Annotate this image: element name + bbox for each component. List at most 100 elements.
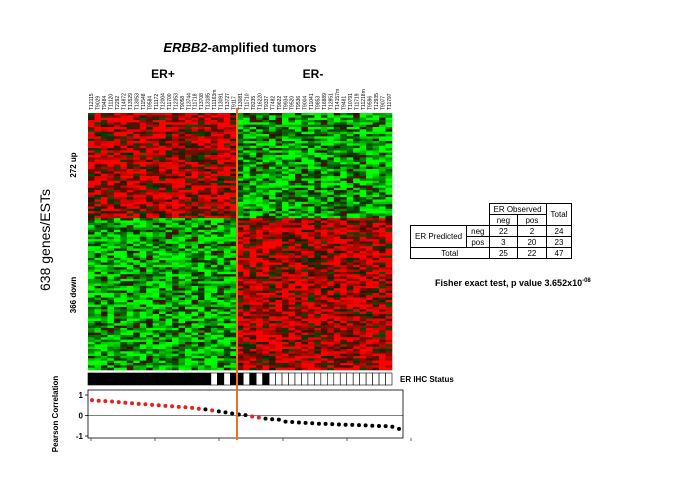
heatmap-cell: [372, 171, 380, 175]
heatmap-cell: [249, 325, 257, 329]
heatmap-cell: [366, 325, 373, 329]
heatmap-cell: [385, 358, 393, 361]
heatmap-cell: [88, 334, 95, 338]
heatmap-cell: [301, 295, 309, 298]
heatmap-cell: [256, 348, 263, 352]
heatmap-cell: [346, 208, 354, 212]
heatmap-cell: [262, 225, 270, 228]
heatmap-cell: [178, 220, 186, 224]
heatmap-cell: [165, 290, 173, 294]
heatmap-cell: [120, 281, 128, 284]
heatmap-cell: [152, 232, 160, 235]
heatmap-cell: [223, 131, 231, 135]
heatmap-cell: [126, 197, 134, 200]
heatmap-cell: [288, 271, 296, 275]
heatmap-cell: [288, 211, 296, 214]
heatmap-cell: [100, 285, 108, 289]
heatmap-cell: [249, 225, 257, 228]
heatmap-cell: [269, 295, 276, 298]
heatmap-cell: [146, 316, 153, 319]
heatmap-cell: [275, 150, 283, 154]
heatmap-cell: [327, 199, 335, 203]
heatmap-cell: [307, 185, 315, 189]
heatmap-cell: [314, 127, 322, 130]
heatmap-cell: [269, 262, 276, 266]
heatmap-cell: [191, 271, 199, 275]
heatmap-cell: [243, 143, 251, 147]
heatmap-cell: [113, 159, 121, 163]
heatmap-cell: [379, 253, 386, 256]
heatmap-cell: [197, 141, 205, 144]
heatmap-cell: [197, 327, 205, 331]
heatmap-cell: [159, 339, 166, 343]
heatmap-cell: [314, 192, 322, 196]
heatmap-cell: [223, 229, 231, 233]
heatmap-cell: [327, 232, 335, 235]
heatmap-cell: [197, 229, 205, 233]
heatmap-cell: [139, 178, 147, 182]
heatmap-cell: [152, 330, 160, 333]
heatmap-cell: [372, 332, 380, 336]
heatmap-cell: [340, 143, 348, 147]
heatmap-cell: [327, 299, 335, 303]
heatmap-cell: [256, 124, 263, 128]
heatmap-cell: [385, 199, 393, 203]
heatmap-cell: [314, 176, 322, 179]
heatmap-cell: [197, 171, 205, 175]
heatmap-cell: [223, 250, 231, 254]
heatmap-cell: [294, 260, 302, 263]
heatmap-cell: [314, 344, 322, 347]
heatmap-cell: [172, 129, 179, 132]
heatmap-cell: [269, 260, 276, 263]
heatmap-cell: [314, 241, 322, 245]
heatmap-cell: [385, 288, 393, 291]
heatmap-cell: [262, 248, 270, 252]
heatmap-cell: [288, 327, 296, 331]
heatmap-cell: [307, 138, 315, 142]
heatmap-cell: [210, 285, 218, 289]
heatmap-cell: [113, 169, 121, 172]
heatmap-cell: [301, 187, 309, 191]
heatmap-cell: [133, 220, 141, 224]
heatmap-cell: [307, 337, 315, 340]
heatmap-cell: [100, 190, 108, 193]
heatmap-cell: [165, 138, 173, 142]
heatmap-cell: [120, 348, 128, 352]
heatmap-cell: [236, 278, 244, 282]
heatmap-cell: [178, 171, 186, 175]
heatmap-cell: [113, 353, 121, 357]
heatmap-cell: [307, 344, 315, 347]
heatmap-cell: [249, 323, 257, 326]
heatmap-cell: [372, 278, 380, 282]
heatmap-cell: [100, 248, 108, 252]
heatmap-cell: [139, 159, 147, 163]
heatmap-cell: [100, 183, 108, 186]
heatmap-cell: [230, 281, 238, 284]
heatmap-cell: [346, 332, 354, 336]
heatmap-cell: [126, 129, 134, 132]
heatmap-cell: [314, 134, 322, 137]
heatmap-cell: [243, 115, 251, 118]
heatmap-cell: [152, 208, 160, 212]
heatmap-cell: [256, 316, 263, 319]
heatmap-cell: [243, 243, 251, 247]
heatmap-cell: [333, 162, 341, 165]
heatmap-cell: [366, 327, 373, 331]
heatmap-cell: [320, 323, 328, 326]
heatmap-cell: [204, 248, 212, 252]
heatmap-cell: [366, 169, 373, 172]
heatmap-cell: [185, 143, 192, 147]
heatmap-cell: [294, 229, 302, 233]
heatmap-cell: [314, 162, 322, 165]
heatmap-cell: [314, 190, 322, 193]
heatmap-cell: [269, 206, 276, 210]
heatmap-cell: [113, 344, 121, 347]
heatmap-cell: [249, 166, 257, 170]
heatmap-cell: [146, 122, 153, 125]
heatmap-cell: [269, 115, 276, 118]
heatmap-cell: [172, 211, 179, 214]
heatmap-cell: [379, 274, 386, 277]
heatmap-cell: [217, 173, 225, 177]
heatmap-cell: [243, 117, 251, 121]
heatmap-cell: [359, 176, 367, 179]
